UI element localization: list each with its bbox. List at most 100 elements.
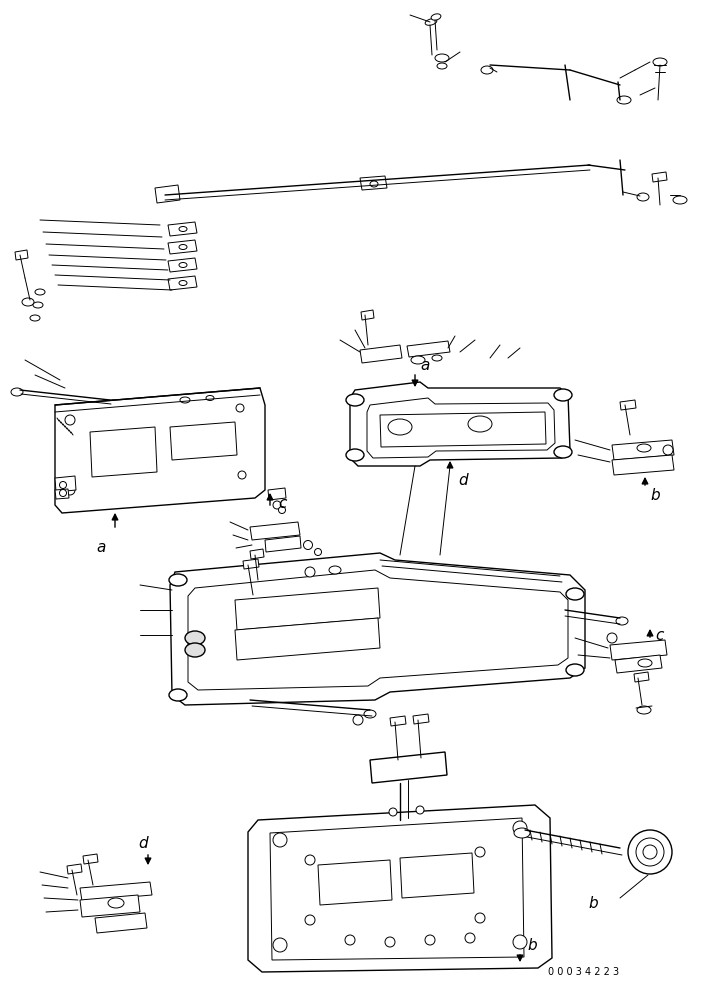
Text: 0 0 0 3 4 2 2 3: 0 0 0 3 4 2 2 3 xyxy=(548,967,619,977)
Ellipse shape xyxy=(169,689,187,701)
Circle shape xyxy=(389,808,397,816)
Polygon shape xyxy=(168,240,197,254)
Circle shape xyxy=(305,855,315,865)
Ellipse shape xyxy=(364,710,376,718)
Ellipse shape xyxy=(185,631,205,645)
Polygon shape xyxy=(360,345,402,363)
Ellipse shape xyxy=(617,96,631,104)
Ellipse shape xyxy=(346,449,364,461)
Circle shape xyxy=(65,485,75,495)
Circle shape xyxy=(236,404,244,412)
Circle shape xyxy=(304,540,312,550)
Ellipse shape xyxy=(673,196,687,204)
Ellipse shape xyxy=(638,659,652,667)
Ellipse shape xyxy=(35,289,45,295)
Ellipse shape xyxy=(637,193,649,201)
Polygon shape xyxy=(188,570,568,690)
Ellipse shape xyxy=(108,400,118,406)
Circle shape xyxy=(305,915,315,925)
Circle shape xyxy=(65,415,75,425)
Ellipse shape xyxy=(425,19,437,26)
Circle shape xyxy=(607,633,617,643)
Polygon shape xyxy=(360,176,387,190)
Ellipse shape xyxy=(616,617,628,625)
Ellipse shape xyxy=(637,706,651,714)
Polygon shape xyxy=(80,895,140,917)
Polygon shape xyxy=(615,655,662,673)
Polygon shape xyxy=(168,276,197,290)
Text: d: d xyxy=(458,472,467,487)
Circle shape xyxy=(385,937,395,947)
Ellipse shape xyxy=(653,58,667,66)
Text: a: a xyxy=(420,357,429,372)
Polygon shape xyxy=(55,489,69,499)
Ellipse shape xyxy=(30,315,40,321)
Polygon shape xyxy=(380,412,546,447)
Polygon shape xyxy=(250,549,264,559)
Text: b: b xyxy=(650,487,660,503)
Text: d: d xyxy=(138,836,148,850)
Polygon shape xyxy=(170,553,585,705)
Polygon shape xyxy=(620,400,636,410)
Circle shape xyxy=(643,845,657,859)
Circle shape xyxy=(238,471,246,479)
Ellipse shape xyxy=(431,14,441,21)
Circle shape xyxy=(60,481,66,488)
Ellipse shape xyxy=(108,898,124,908)
Ellipse shape xyxy=(388,419,412,435)
Polygon shape xyxy=(612,440,674,460)
Circle shape xyxy=(663,445,673,455)
Ellipse shape xyxy=(179,281,187,286)
Ellipse shape xyxy=(179,227,187,232)
Polygon shape xyxy=(95,913,147,933)
Circle shape xyxy=(628,830,672,874)
Polygon shape xyxy=(318,860,392,905)
Circle shape xyxy=(315,549,322,556)
Ellipse shape xyxy=(329,566,341,574)
Polygon shape xyxy=(248,805,552,972)
Text: a: a xyxy=(96,539,105,555)
Ellipse shape xyxy=(179,245,187,249)
Polygon shape xyxy=(168,258,197,272)
Ellipse shape xyxy=(566,588,584,600)
Polygon shape xyxy=(361,310,374,320)
Ellipse shape xyxy=(179,262,187,267)
Text: c: c xyxy=(278,496,287,511)
Text: b: b xyxy=(588,896,598,910)
Polygon shape xyxy=(407,341,450,357)
Circle shape xyxy=(416,806,424,814)
Text: c: c xyxy=(655,627,663,642)
Ellipse shape xyxy=(435,54,449,62)
Ellipse shape xyxy=(346,394,364,406)
Polygon shape xyxy=(90,427,157,477)
Polygon shape xyxy=(390,716,406,726)
Polygon shape xyxy=(15,250,28,260)
Circle shape xyxy=(305,567,315,577)
Ellipse shape xyxy=(437,63,447,69)
Polygon shape xyxy=(610,640,667,660)
Polygon shape xyxy=(168,222,197,236)
Circle shape xyxy=(513,935,527,949)
Polygon shape xyxy=(652,172,667,182)
Polygon shape xyxy=(367,398,555,458)
Circle shape xyxy=(636,838,664,866)
Text: b: b xyxy=(527,938,536,953)
Circle shape xyxy=(513,821,527,835)
Circle shape xyxy=(60,489,66,497)
Polygon shape xyxy=(250,522,300,540)
Circle shape xyxy=(279,507,286,514)
Ellipse shape xyxy=(554,446,572,458)
Ellipse shape xyxy=(180,397,190,403)
Circle shape xyxy=(353,715,363,725)
Polygon shape xyxy=(170,422,237,460)
Polygon shape xyxy=(265,536,301,552)
Polygon shape xyxy=(155,185,180,203)
Polygon shape xyxy=(400,853,474,898)
Polygon shape xyxy=(55,476,76,492)
Ellipse shape xyxy=(11,388,23,396)
Ellipse shape xyxy=(411,356,425,364)
Circle shape xyxy=(273,833,287,847)
Circle shape xyxy=(475,913,485,923)
Polygon shape xyxy=(235,618,380,660)
Polygon shape xyxy=(270,818,524,960)
